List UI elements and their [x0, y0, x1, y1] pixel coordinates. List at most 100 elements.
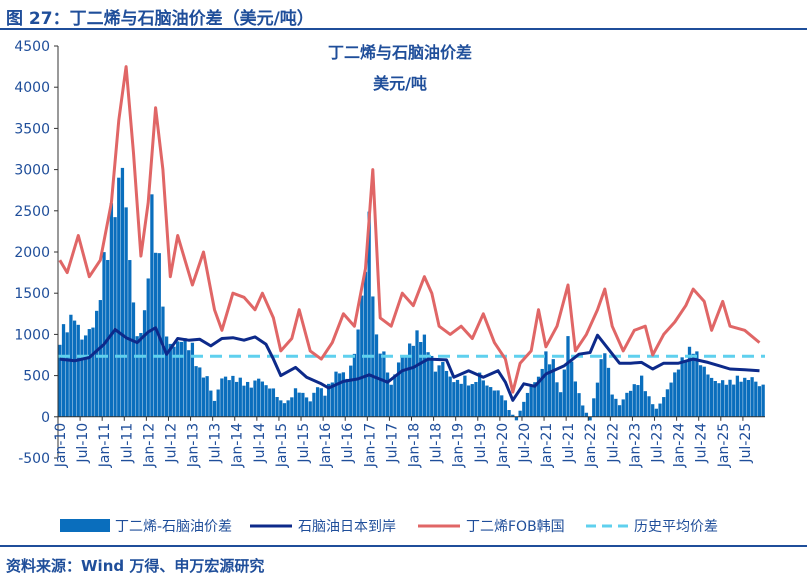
spread-bar — [194, 366, 198, 417]
spread-bar — [168, 343, 172, 417]
spread-bar — [706, 374, 710, 417]
x-tick-label: Jan-16 — [318, 423, 334, 469]
x-axis: Jan-10 Jul-10 Jan-11 Jul-11 Jan-12 Jul-12 Jan-… — [53, 416, 765, 469]
spread-bar — [245, 381, 250, 417]
spread-bar — [301, 392, 305, 417]
spread-bar — [724, 384, 728, 417]
spread-bar — [754, 381, 758, 417]
spread-bar — [404, 357, 408, 417]
spread-bar — [356, 329, 360, 417]
spread-bar — [234, 381, 239, 417]
spread-bar — [124, 207, 128, 417]
spread-bar — [279, 400, 283, 417]
x-tick-label: Jan-10 — [53, 423, 69, 468]
spread-bar — [643, 391, 647, 417]
spread-bar — [511, 414, 515, 417]
spread-bar — [172, 346, 176, 417]
spread-bar — [625, 392, 629, 417]
spread-bar — [190, 342, 195, 417]
spread-bar — [632, 384, 636, 417]
x-tick-label: Jul-11 — [119, 423, 135, 464]
y-axis: -500 0 500 1000 1500 2000 2500 3000 3500 4000 4500 — [14, 39, 59, 467]
spread-bar — [249, 387, 253, 417]
spread-bar — [360, 295, 364, 417]
spread-bar — [444, 370, 449, 417]
chart-subtitle: 美元/吨 — [373, 74, 427, 93]
spread-bar — [455, 379, 460, 417]
spread-bar — [231, 375, 235, 417]
spread-bar — [558, 392, 563, 417]
spread-bar — [588, 416, 592, 421]
spread-bar — [260, 381, 265, 417]
spread-bar — [547, 364, 552, 417]
spread-bar — [242, 385, 246, 417]
spread-bar — [555, 382, 559, 417]
spread-bar — [367, 211, 371, 417]
spread-bar — [562, 369, 566, 417]
spread-bar — [268, 388, 272, 417]
y-tick-label: 3500 — [14, 121, 50, 137]
x-tick-label: Jul-20 — [517, 423, 533, 464]
spread-bar — [728, 379, 732, 417]
spread-bar — [702, 366, 706, 417]
spread-bar — [566, 336, 570, 417]
spread-bar — [389, 384, 393, 417]
spread-bar — [352, 353, 357, 417]
spread-bar — [65, 332, 69, 417]
x-tick-label: Jan-24 — [672, 423, 688, 469]
spread-bar — [327, 383, 331, 417]
spread-bar — [669, 382, 673, 417]
spread-bar — [433, 371, 438, 417]
spread-bar — [385, 372, 390, 417]
x-tick-label: Jul-19 — [473, 423, 489, 464]
spread-bar — [452, 382, 456, 417]
spread-bar — [614, 398, 618, 417]
spread-bar — [761, 384, 765, 417]
x-tick-label: Jul-16 — [340, 423, 356, 464]
spread-bar — [492, 390, 496, 417]
spread-bar — [72, 320, 77, 417]
spread-bar — [466, 385, 471, 417]
spread-bar — [503, 400, 508, 417]
spread-bar — [654, 408, 659, 417]
spread-bar — [570, 361, 574, 417]
spread-bar — [721, 380, 725, 417]
spread-bar — [209, 390, 213, 417]
spread-bar — [227, 380, 231, 417]
y-tick-label: 3000 — [14, 163, 50, 179]
spread-bar — [750, 377, 754, 417]
x-tick-label: Jan-20 — [495, 423, 511, 468]
spread-bar — [540, 368, 544, 417]
spread-bar — [518, 410, 522, 417]
legend-average-label: 历史平均价差 — [634, 519, 718, 535]
spread-bar — [746, 380, 751, 417]
spread-bar — [109, 203, 114, 417]
spread-bar — [374, 334, 379, 417]
spread-bar — [573, 381, 578, 417]
spread-bar — [290, 397, 294, 417]
spread-bar — [253, 380, 257, 417]
spread-bar — [732, 384, 736, 417]
spread-bar — [500, 395, 504, 417]
spread-bar — [489, 387, 493, 417]
naphtha-japan-cfr-line — [59, 326, 760, 402]
legend-butadiene-label: 丁二烯FOB韩国 — [466, 519, 565, 535]
x-tick-label: Jul-12 — [163, 423, 179, 464]
figure-title: 图 27：丁二烯与石脑油价差（美元/吨） — [6, 9, 314, 29]
spread-bar — [584, 412, 589, 417]
spread-bar — [610, 394, 614, 417]
y-tick-label: 1000 — [14, 327, 50, 343]
spread-bar — [135, 336, 139, 417]
spread-bar — [271, 388, 276, 417]
spread-bar — [183, 338, 187, 417]
spread-bar — [408, 343, 412, 417]
spread-bar — [312, 392, 316, 417]
spread-bar — [201, 377, 206, 417]
spread-bar — [757, 386, 762, 417]
spread-bar — [61, 324, 66, 417]
spread-bar — [481, 380, 485, 417]
spread-bar — [415, 330, 419, 417]
spread-bar — [323, 395, 327, 417]
spread-bar — [592, 398, 596, 417]
spread-bar — [411, 345, 415, 417]
